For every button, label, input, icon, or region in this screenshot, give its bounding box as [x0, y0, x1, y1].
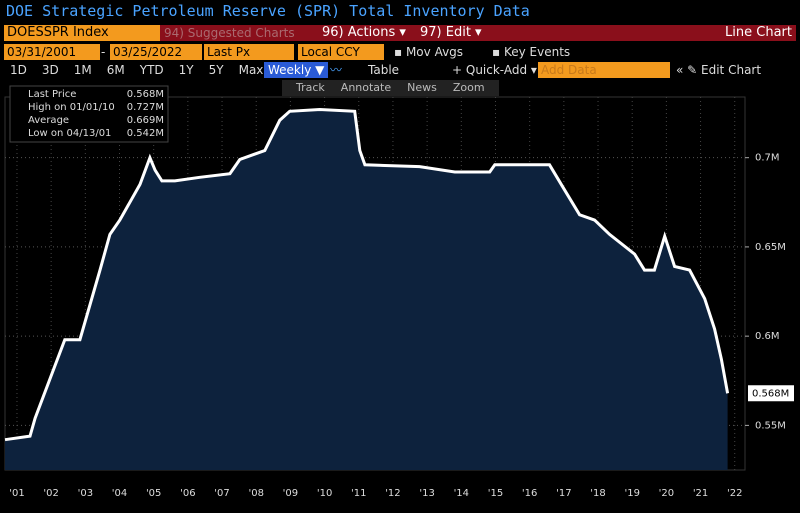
x-tick-label: '14: [454, 488, 469, 499]
period-button[interactable]: YTD: [139, 63, 164, 77]
chart-icon[interactable]: 〰: [330, 63, 343, 77]
toggle[interactable]: ▪ Key Events: [492, 45, 571, 59]
tool-button[interactable]: Annotate: [340, 81, 392, 94]
period-button[interactable]: 1Y: [178, 63, 194, 77]
x-tick-label: '04: [112, 488, 127, 499]
x-tick-label: '12: [385, 488, 400, 499]
x-tick-label: '05: [146, 488, 161, 499]
tool-button[interactable]: Zoom: [452, 81, 485, 94]
legend-value: 0.568M: [127, 89, 164, 100]
separator: -: [101, 45, 106, 59]
y-tick-label: 0.6M: [755, 331, 780, 342]
legend-value: 0.727M: [127, 102, 164, 113]
x-tick-label: '19: [624, 488, 639, 499]
start-date[interactable]: 03/31/2001: [4, 44, 100, 60]
y-tick-label: 0.55M: [755, 420, 786, 431]
menu-button[interactable]: 94) Suggested Charts: [160, 25, 318, 41]
toggle-label: Mov Avgs: [405, 45, 464, 59]
y-tick-label: 0.7M: [755, 153, 780, 164]
x-tick-label: '16: [522, 488, 537, 499]
x-tick-label: '02: [43, 488, 58, 499]
price-line: [4, 107, 730, 442]
title: DOE Strategic Petroleum Reserve (SPR) To…: [6, 2, 530, 20]
edit-chart[interactable]: « ✎ Edit Chart: [676, 63, 762, 77]
x-tick-label: '11: [351, 488, 366, 499]
tool-button[interactable]: Track: [296, 81, 325, 94]
last-value-box: [748, 385, 794, 402]
legend-value: 0.542M: [127, 128, 164, 139]
legend-label: Last Price: [28, 89, 76, 100]
period-button[interactable]: 1M: [73, 63, 92, 77]
last-value-label: 0.568M: [752, 388, 789, 399]
legend-value: 0.669M: [127, 115, 164, 126]
x-tick-label: '09: [283, 488, 298, 499]
area-fill: [5, 109, 728, 470]
x-tick-label: '13: [419, 488, 434, 499]
period-button[interactable]: 1D: [10, 63, 27, 77]
table-button[interactable]: Table: [368, 63, 400, 77]
toggle-label: Key Events: [503, 45, 571, 59]
period-bar: 1D 3D 1M 6M YTD 1Y 5Y Max: [10, 62, 278, 78]
menu-button[interactable]: 96) Actions ▾: [318, 25, 416, 41]
legend-box: [9, 85, 169, 143]
tool-button[interactable]: News: [407, 81, 437, 94]
field[interactable]: Last Px: [204, 44, 294, 60]
toggle[interactable]: ▪ Mov Avgs: [394, 45, 464, 59]
x-tick-label: '03: [78, 488, 93, 499]
x-tick-label: '21: [693, 488, 708, 499]
end-date[interactable]: 03/25/2022: [110, 44, 202, 60]
menu-button[interactable]: 97) Edit ▾: [416, 25, 494, 41]
x-tick-label: '07: [214, 488, 229, 499]
x-tick-label: '08: [248, 488, 263, 499]
legend-label: High on 01/01/10: [28, 102, 115, 113]
x-tick-label: '15: [488, 488, 503, 499]
period-button[interactable]: Max: [238, 63, 264, 77]
chart-kind[interactable]: Line Chart: [494, 25, 796, 41]
legend-label: Average: [28, 115, 69, 126]
ticker[interactable]: DOESSPR Index: [4, 25, 160, 41]
currency[interactable]: Local CCY: [298, 44, 384, 60]
period-button[interactable]: 6M: [106, 63, 125, 77]
toolbar: Track Annotate News Zoom: [282, 80, 499, 96]
add-data[interactable]: Add Data: [538, 62, 670, 78]
x-tick-label: '17: [556, 488, 571, 499]
period-button[interactable]: 5Y: [208, 63, 224, 77]
legend: Last Price 0.568M High on 01/01/10 0.727M Av…: [9, 85, 169, 143]
x-tick-label: '01: [9, 488, 24, 499]
y-tick-label: 0.65M: [755, 242, 786, 253]
frequency[interactable]: Weekly ▼: [264, 62, 329, 78]
x-tick-label: '06: [180, 488, 195, 499]
quick-add[interactable]: + Quick-Add ▾: [452, 63, 537, 77]
period-button[interactable]: 3D: [41, 63, 59, 77]
legend-label: Low on 04/13/01: [28, 128, 111, 139]
x-tick-label: '20: [659, 488, 674, 499]
x-tick-label: '22: [727, 488, 742, 499]
x-tick-label: '18: [590, 488, 605, 499]
x-tick-label: '10: [317, 488, 332, 499]
